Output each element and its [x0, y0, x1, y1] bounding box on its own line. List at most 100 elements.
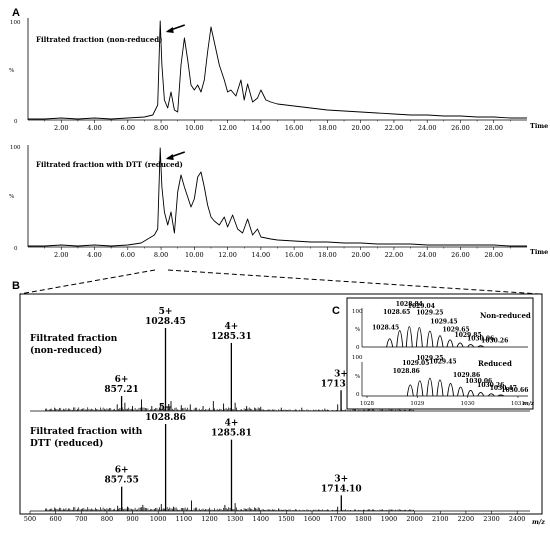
isotope-peak-label: 1030.47: [490, 385, 517, 392]
isotope-peak-label: 1028.45: [372, 324, 399, 331]
x-tick-label: 500: [24, 515, 36, 523]
x-tick-label: 2.00: [54, 124, 68, 132]
x-tick-label: 18.00: [318, 124, 337, 132]
isotope-peak-label: 1029.05: [402, 360, 429, 367]
x-tick-label: 2100: [432, 515, 449, 523]
isotope-peak: [415, 327, 423, 348]
peak-charge-label: 3+: [334, 474, 348, 484]
arrow-head: [165, 154, 174, 160]
x-tick-label: 1800: [355, 515, 372, 523]
panel-letter-a: A: [12, 7, 20, 19]
isotope-peak: [467, 389, 475, 397]
x-tick-label: 1400: [252, 515, 269, 523]
peak-mz-label: 1028.45: [145, 317, 186, 327]
x-tick-label: 2400: [509, 515, 526, 523]
x-tick-label: 1300: [227, 515, 244, 523]
peak-mz-label: 857.21: [104, 385, 138, 395]
x-tick-label: 2000: [406, 515, 423, 523]
isotope-peak: [456, 342, 464, 348]
isotope-peak: [446, 339, 454, 348]
isotope-peak: [406, 384, 414, 397]
isotope-inset-reduced: Reduced 100 0 % m/z 1028.861029.051029.2…: [352, 355, 535, 407]
x-tick-label: 1031: [511, 401, 525, 407]
x-axis-label: m/z: [532, 518, 545, 526]
peak-charge-label: 5+: [159, 307, 173, 317]
x-tick-label: 14.00: [252, 251, 271, 259]
isotope-peak-label: 1030.26: [477, 382, 504, 389]
y-tick-label: 100: [10, 20, 21, 26]
zoom-line-right: [167, 269, 541, 295]
y-axis-label: %: [9, 194, 14, 200]
isotope-peak: [416, 380, 424, 397]
chromatogram-trace: [28, 147, 527, 247]
isotope-peak: [436, 379, 444, 397]
x-tick-label: 22.00: [385, 251, 404, 259]
inset-frame: [346, 297, 534, 410]
isotope-peak-label: 1029.86: [453, 372, 480, 379]
x-tick-label: 4.00: [87, 124, 101, 132]
panel-letter-b: B: [12, 280, 20, 292]
y-tick-label: 0: [14, 119, 18, 125]
isotope-peak: [457, 386, 465, 397]
x-axis-label: Time: [530, 122, 548, 130]
chromatogram-reduced: Filtrated fraction with DTT (reduced) 10…: [9, 145, 548, 259]
x-tick-label: 4.00: [87, 251, 101, 259]
isotope-peak-label: 1028.84: [396, 301, 423, 308]
spectrum-title-line: Filtrated fraction: [30, 334, 118, 344]
y-tick-label: 100: [352, 309, 363, 315]
isotope-peak: [447, 383, 454, 397]
x-tick-label: 1700: [329, 515, 346, 523]
x-tick-label: 24.00: [418, 251, 437, 259]
x-tick-label: 8.00: [154, 124, 168, 132]
isotope-peak: [405, 326, 413, 348]
y-axis-label: %: [355, 374, 360, 380]
isotope-peak-label: 1030.06: [465, 378, 492, 385]
x-tick-label: 12.00: [218, 124, 237, 132]
x-axis-label: Time: [530, 248, 548, 256]
x-tick-label: 1500: [278, 515, 295, 523]
y-axis-label: %: [9, 68, 14, 74]
x-tick-label: 2300: [483, 515, 500, 523]
peak-mz-label: 1713.10: [321, 379, 362, 389]
x-tick-label: 26.00: [451, 124, 470, 132]
x-tick-label: 14.00: [252, 124, 271, 132]
y-tick-label: 0: [356, 392, 360, 398]
isotope-peak-label: 1028.65: [383, 309, 410, 316]
isotope-peak-label: 1029.65: [442, 326, 469, 333]
isotope-peak-label: 1029.45: [429, 358, 456, 365]
isotope-peak: [467, 344, 475, 348]
x-axis-label: m/z: [523, 401, 535, 407]
x-tick-label: 20.00: [351, 251, 370, 259]
isotope-peak-label: 1029.04: [408, 303, 435, 310]
isotope-peak-label: 1029.25: [416, 310, 443, 317]
x-tick-label: 6.00: [121, 251, 135, 259]
isotope-peak-label: 1030.26: [481, 338, 508, 345]
x-tick-label: 10.00: [185, 124, 204, 132]
isotope-peak-label: 1028.86: [393, 368, 420, 375]
inset-title: Non-reduced: [480, 311, 531, 320]
peak-charge-label: 4+: [225, 419, 239, 429]
y-tick-label: 100: [352, 355, 363, 361]
x-tick-label: 20.00: [351, 124, 370, 132]
peak-charge-label: 6+: [115, 466, 129, 476]
isotope-peak-label: 1030.66: [501, 387, 528, 394]
ms-panel-frame: [19, 293, 543, 515]
spectrum-title-line: Filtrated fraction with: [30, 427, 143, 437]
x-tick-label: 10.00: [185, 251, 204, 259]
x-tick-label: 1028: [360, 401, 374, 407]
mass-spectrum-reduced: Filtrated fraction with DTT (reduced) m/…: [24, 403, 545, 526]
spectrum-title-line: (non-reduced): [30, 345, 102, 356]
x-tick-label: 12.00: [218, 251, 237, 259]
x-tick-label: 900: [126, 515, 138, 523]
isotope-peak: [426, 377, 434, 397]
chromatogram-title: Filtrated fraction (non-reduced): [36, 35, 162, 44]
spectrum-title-line: DTT (reduced): [30, 438, 103, 449]
isotope-peak: [426, 330, 434, 348]
peak-mz-label: 1028.86: [145, 413, 186, 423]
chromatogram-non-reduced: Filtrated fraction (non-reduced) 100 0 %…: [9, 18, 548, 132]
isotope-peak: [487, 393, 495, 397]
mass-spectrum-non-reduced: Filtrated fraction (non-reduced) 6+857.2…: [30, 307, 530, 412]
x-tick-label: 1200: [201, 515, 218, 523]
x-tick-label: 1900: [381, 515, 398, 523]
x-tick-label: 700: [75, 515, 87, 523]
